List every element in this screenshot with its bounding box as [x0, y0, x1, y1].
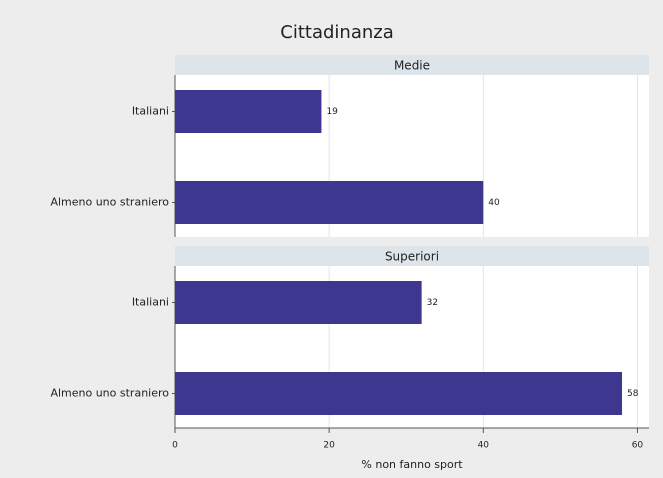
x-tick-label: 20 — [323, 441, 335, 451]
panel-title: Medie — [394, 59, 430, 73]
y-tick-label: Almeno uno straniero — [50, 196, 169, 209]
x-axis-label: % non fanno sport — [361, 458, 463, 471]
panel-title: Superiori — [385, 250, 439, 264]
data-label: 58 — [627, 389, 639, 399]
data-label: 32 — [427, 298, 438, 308]
x-tick-label: 40 — [478, 441, 490, 451]
y-tick-label: Almeno uno straniero — [50, 387, 169, 400]
bar — [175, 90, 322, 133]
bar — [175, 181, 484, 224]
x-tick-label: 0 — [172, 441, 178, 451]
data-label: 19 — [326, 107, 338, 117]
chart-title: Cittadinanza — [280, 22, 393, 43]
panel-strip — [175, 55, 649, 75]
bar — [175, 372, 623, 415]
data-label: 40 — [488, 198, 500, 208]
y-tick-label: Italiani — [132, 105, 169, 118]
panel-strip — [175, 246, 649, 266]
bar — [175, 281, 422, 324]
x-tick-label: 60 — [632, 441, 644, 451]
y-tick-label: Italiani — [132, 296, 169, 309]
